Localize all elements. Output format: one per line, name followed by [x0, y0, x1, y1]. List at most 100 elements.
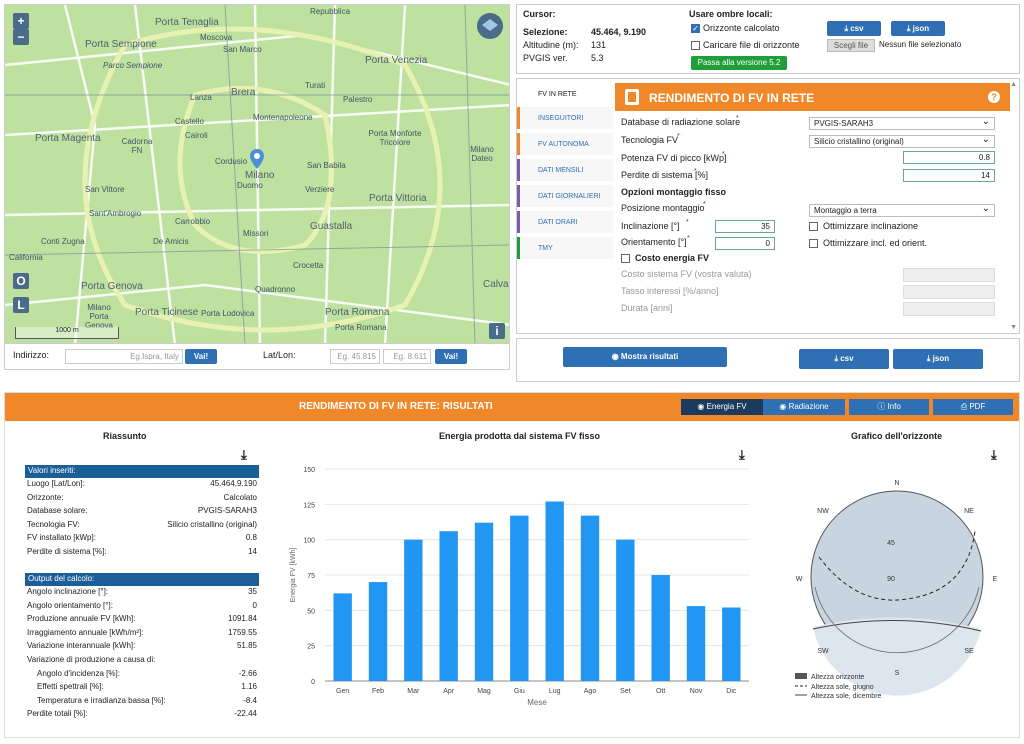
orientation-input[interactable]: 0: [715, 237, 775, 250]
summary-value: Calcolato: [223, 492, 257, 502]
map-label: Montenapoleone: [253, 113, 313, 122]
summary-key: Effetti spettrali [%]:: [37, 682, 104, 692]
summary-download-icon[interactable]: ⤓: [241, 447, 247, 462]
lat-input[interactable]: Eg. 45.815: [330, 349, 380, 364]
optimize-inclination-checkbox[interactable]: [809, 222, 818, 231]
required-mark: *: [694, 168, 697, 175]
optimize-inclination-label: Ottimizzare inclinazione: [823, 221, 919, 231]
y-tick-label: 125: [303, 502, 315, 509]
tech-select[interactable]: Silicio cristallino (original): [809, 135, 995, 148]
tab-fv-in-rete[interactable]: FV IN RETE: [517, 83, 613, 105]
results-csv-button[interactable]: ⤓ csv: [799, 349, 889, 369]
results-json-button[interactable]: ⤓ json: [893, 349, 983, 369]
inclination-input[interactable]: 35: [715, 220, 775, 233]
y-axis-label: Energia FV [kWh]: [290, 548, 297, 603]
summary-value: 1759.55: [228, 627, 257, 637]
db-select[interactable]: PVGIS-SARAH3: [809, 117, 995, 130]
map-label: Cadorna FN: [121, 137, 153, 155]
map-label: Missori: [243, 229, 269, 238]
download-icon: ⤓: [906, 24, 913, 33]
calc-title: RENDIMENTO DI FV IN RETE: [649, 91, 815, 105]
tab-tmy[interactable]: TMY: [517, 237, 613, 259]
cost-checkbox[interactable]: [621, 254, 630, 263]
calculated-horizon-checkbox[interactable]: ✓: [691, 24, 700, 33]
inclination-label: Inclinazione [°]: [621, 221, 680, 231]
layers-button[interactable]: [477, 13, 503, 39]
y-tick-label: 150: [303, 467, 315, 474]
zoom-out-button[interactable]: −: [13, 29, 29, 45]
tab-dati-mensili[interactable]: DATI MENSILI: [517, 159, 613, 181]
info-label: Info: [887, 402, 901, 411]
scroll-up-icon[interactable]: ▲: [1010, 81, 1017, 88]
address-input[interactable]: Eg.Ispra, Italy: [65, 349, 183, 364]
upload-horizon-label: Caricare file di orizzonte: [703, 40, 800, 50]
lon-input[interactable]: Eg. 8.611: [383, 349, 431, 364]
inputs-header: Valori inseriti:: [25, 465, 259, 478]
l-map-button[interactable]: L: [13, 297, 29, 313]
switch-version-button[interactable]: Passa alla versione 5.2: [691, 56, 787, 70]
map-pin-icon: [250, 149, 264, 169]
tab-inseguitori[interactable]: INSEGUITORI: [517, 107, 613, 129]
tab-dati-giornalieri[interactable]: DATI GIORNALIERI: [517, 185, 613, 207]
map-label: Palestro: [343, 95, 373, 104]
position-select[interactable]: Montaggio a terra: [809, 204, 995, 217]
radiation-tab-button[interactable]: ◉ Radiazione: [763, 399, 845, 415]
map-label: Porta Monforte Tricolore: [368, 129, 422, 147]
compass-label: 45: [887, 540, 895, 547]
show-results-button[interactable]: ◉ Mostra risultati: [563, 347, 727, 367]
map[interactable]: Porta Tenaglia Repubblica Porta Sempione…: [4, 4, 510, 344]
pdf-button[interactable]: ⎙ PDF: [933, 399, 1013, 415]
map-label: Porta Ticinese: [135, 307, 199, 318]
optimize-both-checkbox[interactable]: [809, 239, 818, 248]
cost-system-input: [903, 268, 995, 282]
cursor-panel: Cursor: Selezione: 45.464, 9.190 Altitud…: [516, 4, 1020, 74]
zoom-in-button[interactable]: +: [13, 13, 29, 29]
summary-key: Perdite di sistema [%]:: [27, 547, 107, 556]
x-tick-label: Giu: [514, 688, 525, 695]
address-go-button[interactable]: Vai!: [185, 349, 217, 364]
map-label: Parco Sempione: [103, 61, 163, 70]
required-mark: *: [686, 219, 689, 226]
o-map-button[interactable]: O: [13, 273, 29, 289]
map-label: Porta Venezia: [365, 55, 428, 66]
scroll-down-icon[interactable]: ▼: [1010, 324, 1017, 331]
bar: [510, 515, 529, 681]
choose-file-button[interactable]: Scegli file: [827, 39, 875, 52]
x-tick-label: Lug: [549, 688, 561, 695]
version-value: 5.3: [591, 53, 604, 63]
help-icon[interactable]: ?: [988, 91, 1000, 103]
summary-value: 0.8: [245, 533, 257, 543]
info-map-button[interactable]: i: [489, 323, 505, 339]
x-tick-label: Feb: [372, 688, 384, 695]
x-tick-label: Apr: [443, 688, 455, 695]
summary-table: Valori inseriti: Luogo [Lat/Lon]: 45.464,9…: [5, 393, 261, 739]
tab-fv-autonoma[interactable]: FV AUTONOMA: [517, 133, 613, 155]
info-button[interactable]: ⓘ Info: [849, 399, 929, 415]
results-header: RENDIMENTO DI FV IN RETE: RISULTATI ◉ En…: [5, 393, 1019, 421]
required-mark: *: [677, 133, 680, 140]
summary-key: Angolo inclinazione [°]:: [27, 587, 109, 596]
loss-input[interactable]: 14: [903, 169, 995, 182]
map-label: Cairoli: [185, 131, 208, 140]
horizon-json-button[interactable]: ⤓ json: [891, 21, 945, 36]
bar: [722, 607, 741, 681]
layers-icon: [482, 19, 498, 31]
upload-horizon-checkbox[interactable]: [691, 41, 700, 50]
show-results-label: Mostra risultati: [620, 352, 679, 361]
map-label: California: [9, 253, 43, 262]
chart-download-icon[interactable]: ⤓: [739, 447, 745, 462]
horizon-csv-button[interactable]: ⤓ csv: [827, 21, 881, 36]
compass-label: 90: [887, 576, 895, 583]
energy-tab-button[interactable]: ◉ Energia FV: [681, 399, 763, 415]
summary-value: 1.16: [241, 682, 257, 692]
peak-input[interactable]: 0.8: [903, 151, 995, 164]
summary-key: Irraggiamento annuale [kWh/m²]:: [27, 627, 144, 637]
latlon-go-button[interactable]: Vai!: [435, 349, 467, 364]
summary-key: Angolo d'incidenza [%]:: [37, 668, 120, 678]
compass-label: E: [993, 576, 998, 583]
no-file-label: Nessun file selezionato: [879, 40, 962, 49]
horizon-download-icon[interactable]: ⤓: [991, 447, 997, 462]
tab-dati-orari[interactable]: DATI ORARI: [517, 211, 613, 233]
eye-icon: ◉: [697, 402, 707, 411]
